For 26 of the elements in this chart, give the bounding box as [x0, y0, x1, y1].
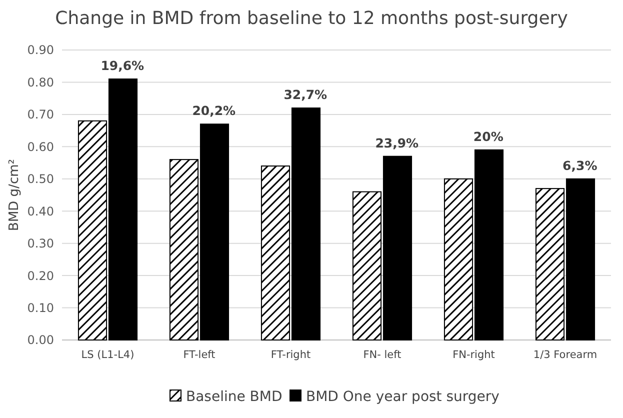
x-tick-label: FT-right	[270, 349, 311, 361]
annotation: 6,3%	[562, 158, 598, 173]
legend-label: BMD One year post surgery	[306, 388, 500, 405]
y-tick-label: 0.10	[27, 300, 54, 315]
x-tick-label: FN- left	[363, 349, 402, 361]
y-tick-label: 0.80	[27, 75, 54, 90]
annotation: 20%	[473, 128, 504, 144]
y-tick-label: 0.00	[27, 333, 54, 348]
legend-label: Baseline BMD	[186, 388, 282, 405]
annotation: 19,6%	[100, 58, 145, 73]
x-tick-label: FN-right	[452, 349, 495, 361]
y-tick-label: 0.60	[27, 140, 54, 154]
x-tick-label: LS (L1-L4)	[81, 349, 134, 361]
y-tick-label: 0.20	[27, 268, 54, 283]
y-tick-label: 0.50	[27, 172, 54, 186]
y-tick-label: 0.30	[27, 236, 54, 251]
y-tick-label: 0.70	[27, 108, 54, 122]
chart-title: Change in BMD from baseline to 12 months post-surgery	[55, 8, 568, 29]
annotation: 32,7%	[284, 87, 328, 102]
annotation: 20,2%	[192, 103, 236, 118]
annotation: 23,9%	[375, 135, 420, 150]
x-tick-label: FT-left	[183, 349, 216, 361]
y-axis-title: BMD g/cm²	[7, 159, 22, 231]
y-tick-label: 0.40	[27, 204, 54, 218]
x-tick-label: 1/3 Forearm	[533, 349, 598, 361]
y-tick-label: 0.90	[27, 43, 54, 58]
